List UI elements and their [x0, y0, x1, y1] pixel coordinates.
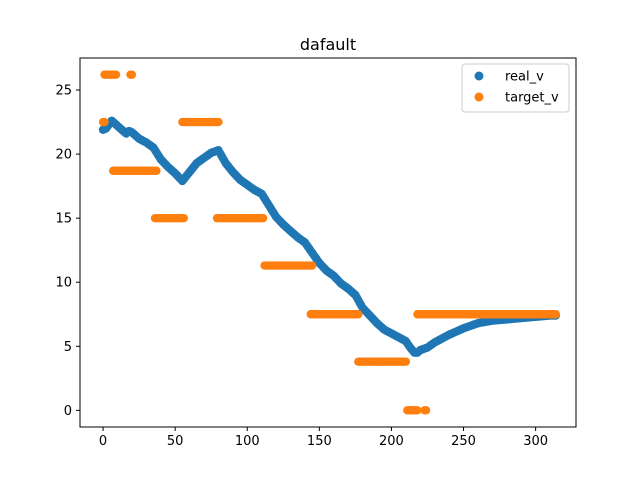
- data-point: [413, 406, 422, 415]
- data-point: [179, 213, 189, 223]
- data-point: [401, 357, 411, 366]
- legend-label: target_v: [505, 91, 559, 106]
- x-tick-label: 250: [451, 434, 476, 449]
- y-tick-label: 10: [55, 276, 72, 291]
- data-point: [421, 406, 431, 415]
- y-tick-label: 20: [55, 148, 72, 163]
- x-tick-label: 50: [167, 434, 184, 449]
- x-tick-label: 0: [99, 434, 107, 449]
- x-tick-label: 150: [307, 434, 332, 449]
- data-point: [551, 310, 561, 319]
- y-tick-label: 5: [64, 340, 72, 355]
- y-tick-label: 0: [64, 404, 72, 419]
- data-point: [214, 117, 223, 127]
- data-point: [258, 213, 268, 223]
- legend: real_v target_v: [461, 63, 570, 113]
- chart-title: dafault: [300, 35, 356, 54]
- y-tick-label: 25: [55, 84, 72, 99]
- data-point: [111, 70, 121, 79]
- series-target-v: [98, 70, 561, 415]
- data-point: [100, 117, 109, 127]
- data-point: [307, 261, 317, 270]
- legend-label: real_v: [505, 70, 544, 85]
- series-real-v: [98, 116, 561, 357]
- y-tick-label: 15: [55, 212, 72, 227]
- legend-marker: [474, 92, 484, 102]
- axes: 0 50 100 150 200 250 300 0 5 10 15 20 25: [55, 57, 577, 449]
- plot-area: [98, 70, 561, 415]
- axes-frame: [79, 57, 577, 428]
- x-tick-label: 100: [235, 434, 260, 449]
- legend-marker: [474, 71, 484, 81]
- data-point: [354, 310, 363, 319]
- x-tick-label: 200: [379, 434, 404, 449]
- x-tick-label: 300: [523, 434, 548, 449]
- data-point: [152, 166, 161, 175]
- data-point: [127, 70, 137, 79]
- legend-box: [461, 63, 570, 113]
